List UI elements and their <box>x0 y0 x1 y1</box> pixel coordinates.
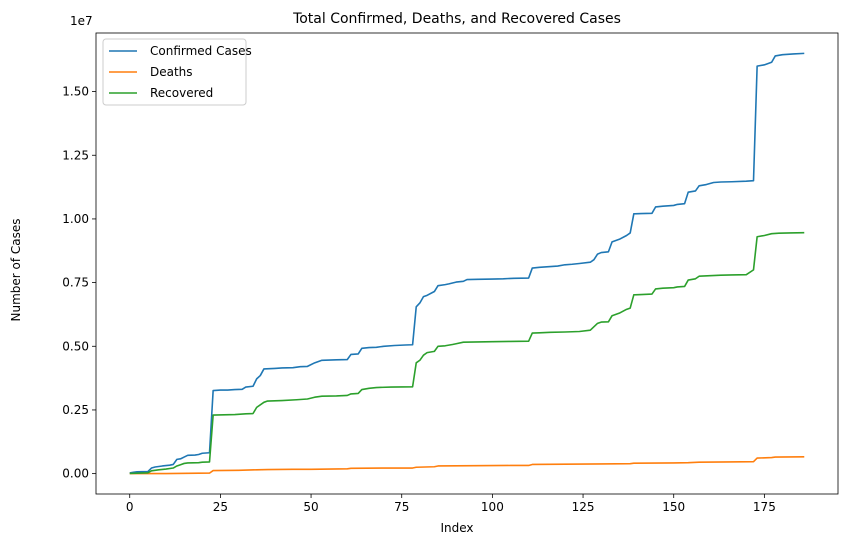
x-tick-label: 100 <box>481 500 504 514</box>
legend: Confirmed Cases Deaths Recovered <box>102 38 252 106</box>
x-tick-label: 125 <box>572 500 595 514</box>
y-tick-label: 0.50 <box>62 339 89 353</box>
x-tick-label: 150 <box>662 500 685 514</box>
y-axis-label: Number of Cases <box>9 218 23 321</box>
y-tick-label: 1.25 <box>62 148 89 162</box>
chart-title: Total Confirmed, Deaths, and Recovered C… <box>292 11 621 27</box>
y-offset-label: 1e7 <box>70 14 93 28</box>
x-axis-label: Index <box>440 521 473 535</box>
series-line-confirmed-cases <box>129 52 805 474</box>
x-tick-label: 25 <box>213 500 228 514</box>
x-ticks: 0 25 50 75 100 125 150 175 <box>126 494 776 514</box>
y-ticks: 0.00 0.25 0.50 0.75 1.00 1.25 1.50 <box>62 85 96 481</box>
x-tick-label: 50 <box>303 500 318 514</box>
x-tick-label: 175 <box>753 500 776 514</box>
y-tick-label: 0.75 <box>62 276 89 290</box>
y-tick-label: 1.50 <box>62 85 89 99</box>
legend-label: Recovered <box>150 86 213 100</box>
series-layer <box>129 52 805 475</box>
x-tick-label: 75 <box>394 500 409 514</box>
y-tick-label: 1.00 <box>62 212 89 226</box>
plot-frame <box>95 32 839 495</box>
x-tick-label: 0 <box>126 500 134 514</box>
legend-label: Deaths <box>150 65 193 79</box>
series-line-deaths <box>129 456 805 475</box>
series-line-recovered <box>129 231 805 475</box>
legend-label: Confirmed Cases <box>150 44 252 58</box>
y-tick-label: 0.00 <box>62 467 89 481</box>
y-tick-label: 0.25 <box>62 403 89 417</box>
legend-box <box>102 38 247 106</box>
